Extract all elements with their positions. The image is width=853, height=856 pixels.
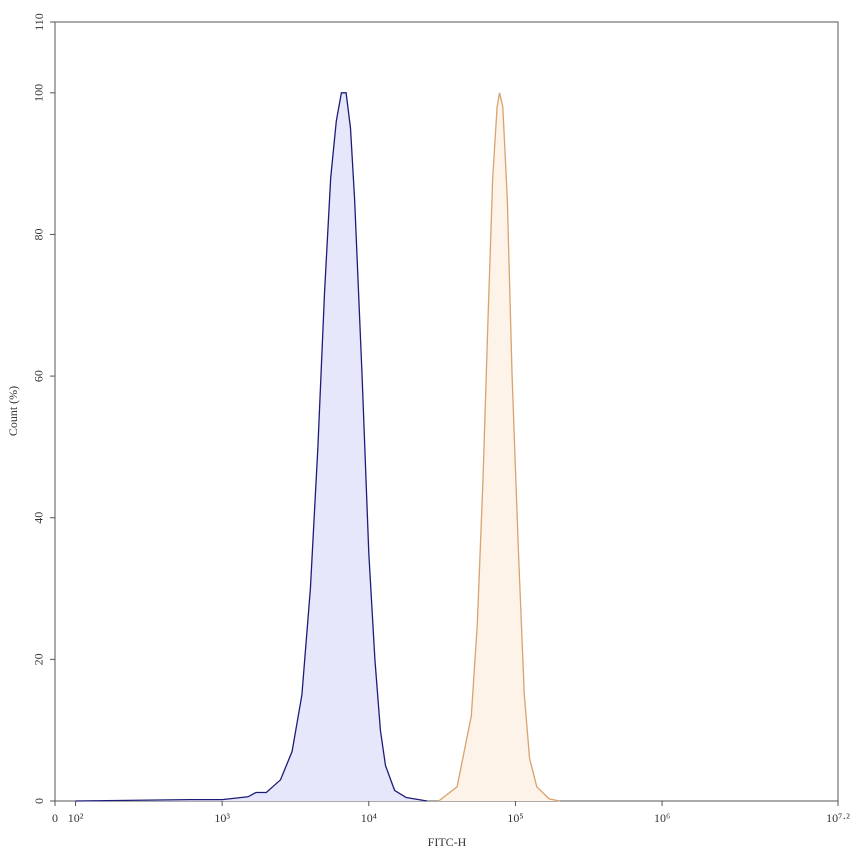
y-tick-label: 100 (32, 84, 46, 102)
x-tick-label: 10³ (214, 811, 230, 825)
x-tick-label: 10⁶ (654, 811, 670, 825)
y-tick-label: 40 (32, 512, 46, 524)
y-axis-label: Count (%) (6, 386, 20, 436)
y-tick-label: 110 (32, 13, 46, 31)
x-tick-label: 10⁷·² (826, 811, 850, 825)
histogram-line (438, 92, 560, 802)
x-tick-label: 10⁴ (361, 811, 377, 825)
y-tick-label: 20 (32, 653, 46, 665)
x-axis-label: FITC-H (428, 835, 467, 849)
histogram-line (75, 92, 428, 802)
histogram-area (75, 92, 428, 802)
x-tick-label: 10² (68, 811, 84, 825)
x-tick-label: 0 (52, 811, 58, 825)
plot-frame (54, 21, 839, 802)
y-tick-label: 60 (32, 370, 46, 382)
y-tick-label: 80 (32, 228, 46, 240)
y-tick-label: 0 (32, 798, 46, 804)
x-tick-label: 10⁵ (507, 811, 523, 825)
histogram-area (438, 92, 560, 802)
